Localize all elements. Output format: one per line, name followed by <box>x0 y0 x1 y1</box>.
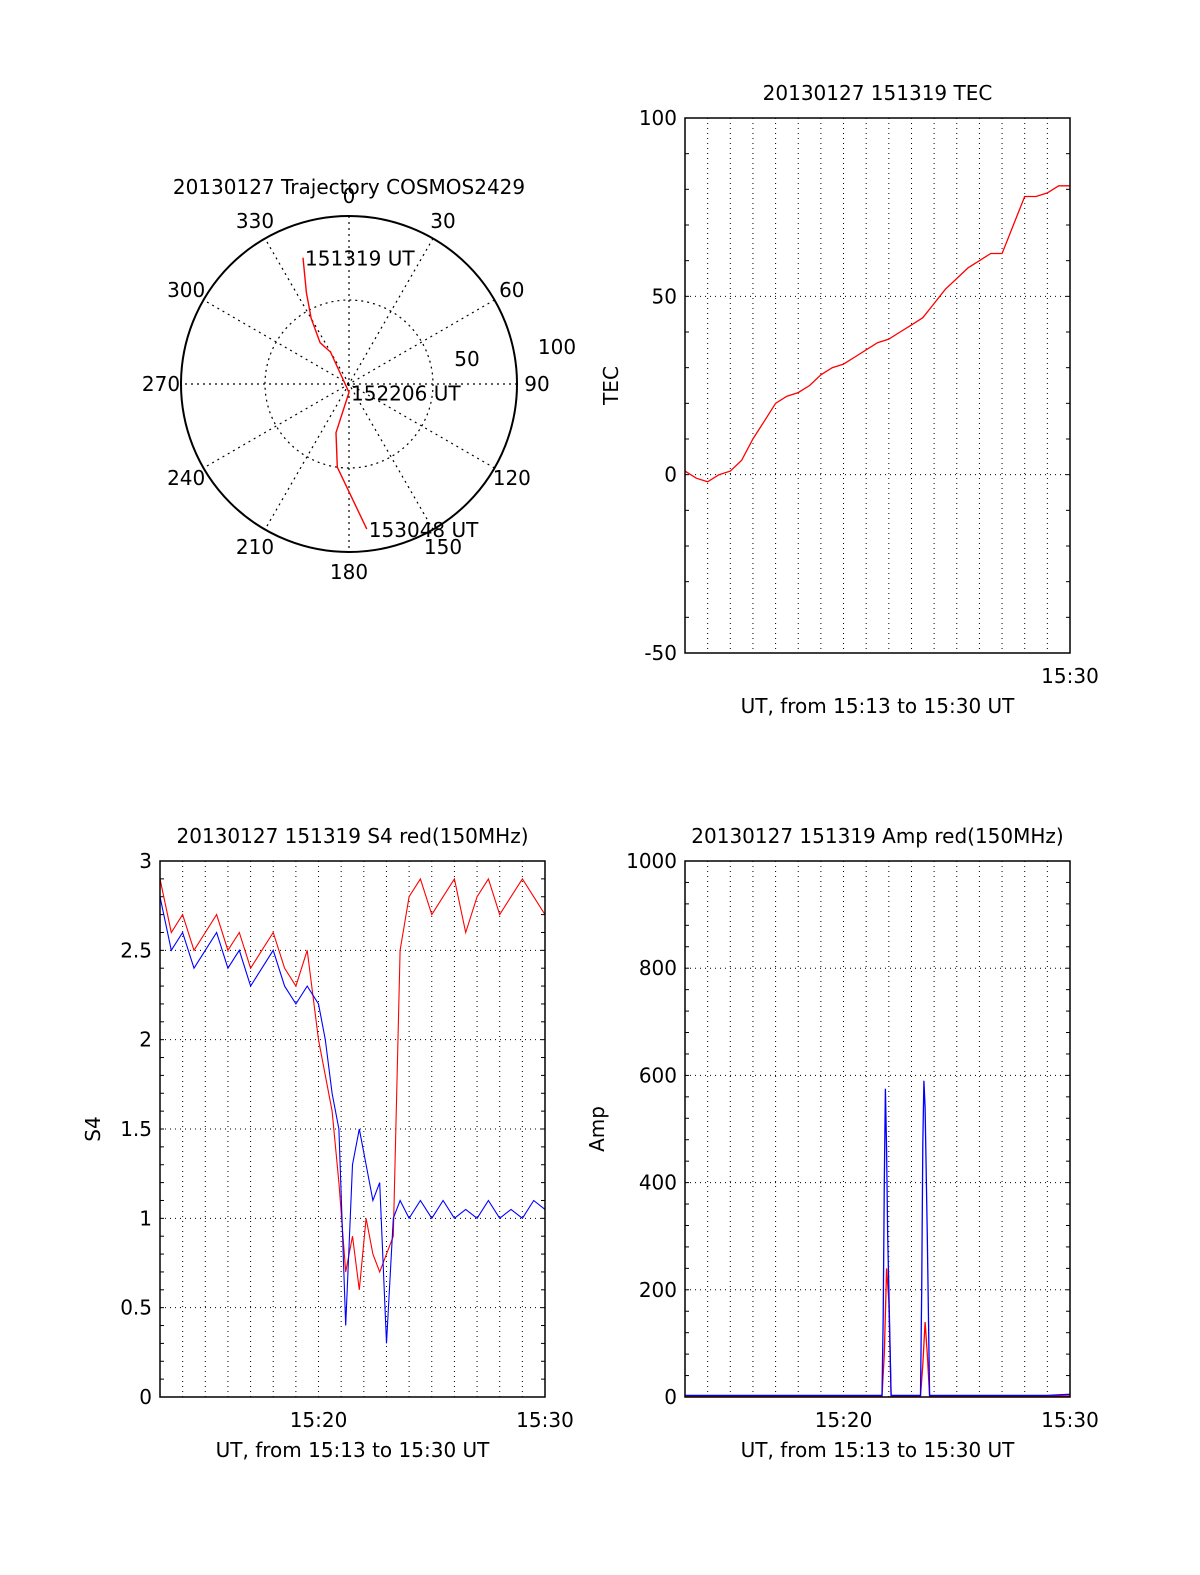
series-line <box>160 877 545 1290</box>
plot-frame <box>684 117 1071 654</box>
y-tick-label: 1.5 <box>120 1117 152 1141</box>
x-axis-label: UT, from 15:13 to 15:30 UT <box>216 1438 491 1462</box>
series-line <box>685 1080 1070 1397</box>
trajectory-time-label: 151319 UT <box>305 247 415 271</box>
y-tick-label: 200 <box>639 1278 677 1302</box>
trajectory-line <box>302 257 368 530</box>
polar-azimuth-label: 240 <box>167 466 205 490</box>
amp-plot: 20130127 151319 Amp red(150MHz) 0 200 400 60… <box>585 824 1099 1462</box>
y-tick-label: 800 <box>639 956 677 980</box>
y-tick-label: -50 <box>644 641 677 665</box>
y-tick-label: 1000 <box>626 849 677 873</box>
y-tick-label: 100 <box>639 106 677 130</box>
polar-azimuth-label: 30 <box>430 209 455 233</box>
polar-azimuth-label: 300 <box>167 278 205 302</box>
y-tick-label: 400 <box>639 1171 677 1195</box>
polar-spoke <box>264 238 434 530</box>
y-axis-label: TEC <box>599 366 623 406</box>
plot-frame <box>159 860 546 1398</box>
tec-plot: 20130127 151319 TEC -50 0 50 100 15:30 UT, fro… <box>599 81 1099 718</box>
plot-title: 20130127 151319 Amp red(150MHz) <box>691 824 1063 848</box>
y-tick-label: 600 <box>639 1063 677 1087</box>
polar-azimuth-label: 330 <box>236 209 274 233</box>
polar-title: 20130127 Trajectory COSMOS2429 <box>173 175 525 199</box>
y-tick-label: 50 <box>652 284 677 308</box>
y-tick-label: 0 <box>664 463 677 487</box>
polar-azimuth-label: 270 <box>142 372 180 396</box>
y-tick-label: 1 <box>139 1206 152 1230</box>
polar-azimuth-label: 0 <box>343 184 356 208</box>
y-tick-label: 3 <box>139 849 152 873</box>
x-axis-label: UT, from 15:13 to 15:30 UT <box>741 694 1016 718</box>
plot-frame <box>684 860 1071 1398</box>
y-tick-label: 2 <box>139 1028 152 1052</box>
polar-azimuth-label: 60 <box>499 278 524 302</box>
polar-radial-label: 50 <box>454 347 479 371</box>
polar-azimuth-label: 120 <box>493 466 531 490</box>
y-axis-label: Amp <box>585 1106 609 1152</box>
polar-radial-label: 100 <box>538 335 576 359</box>
trajectory-time-label: 152206 UT <box>351 381 461 405</box>
polar-azimuth-label: 180 <box>330 560 368 584</box>
y-tick-label: 0 <box>664 1385 677 1409</box>
series-line <box>160 896 545 1344</box>
y-axis-label: S4 <box>81 1116 105 1141</box>
polar-azimuth-label: 150 <box>424 535 462 559</box>
series-line <box>685 185 1070 483</box>
s4-plot: 20130127 151319 S4 red(150MHz) 0 0.5 1 1.5 2 2… <box>81 824 574 1462</box>
plot-title: 20130127 151319 S4 red(150MHz) <box>177 824 529 848</box>
y-tick-label: 0 <box>139 1385 152 1409</box>
trajectory-time-label: 153048 UT <box>369 518 479 542</box>
polar-azimuth-label: 210 <box>236 535 274 559</box>
x-tick-label: 15:20 <box>815 1408 873 1432</box>
x-tick-label: 15:30 <box>1041 664 1099 688</box>
x-tick-label: 15:30 <box>1041 1408 1099 1432</box>
x-tick-label: 15:20 <box>290 1408 348 1432</box>
y-tick-label: 0.5 <box>120 1296 152 1320</box>
series-line <box>685 1268 1070 1397</box>
x-tick-label: 15:30 <box>516 1408 574 1432</box>
x-axis-label: UT, from 15:13 to 15:30 UT <box>741 1438 1016 1462</box>
plot-title: 20130127 151319 TEC <box>763 81 993 105</box>
y-tick-label: 2.5 <box>120 938 152 962</box>
polar-azimuth-label: 90 <box>524 372 549 396</box>
